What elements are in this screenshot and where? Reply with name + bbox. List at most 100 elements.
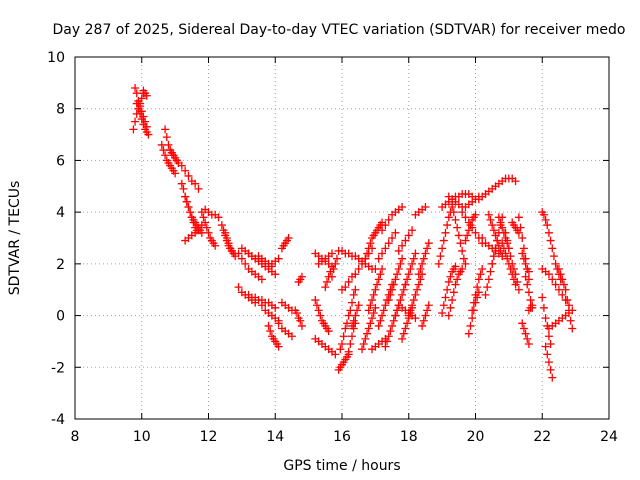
data-point — [558, 290, 567, 299]
data-point — [544, 358, 553, 367]
data-point — [159, 146, 168, 155]
series-seg28 — [291, 306, 306, 330]
data-point — [506, 252, 515, 261]
data-point — [456, 239, 465, 248]
data-point — [222, 234, 231, 242]
data-point — [401, 236, 410, 245]
series-seg32 — [311, 334, 340, 359]
series-seg38 — [338, 246, 363, 263]
data-point — [524, 288, 533, 297]
data-point — [414, 270, 423, 279]
data-point — [274, 342, 283, 351]
data-point — [519, 324, 528, 333]
data-point — [378, 249, 387, 258]
data-point — [443, 285, 452, 294]
x-tick-label: 10 — [133, 429, 151, 445]
data-point — [414, 280, 423, 289]
y-tick-label: -4 — [51, 412, 65, 428]
tick-marks — [74, 56, 610, 420]
data-point — [538, 293, 547, 302]
data-point — [446, 303, 455, 312]
data-point — [403, 319, 412, 328]
data-point — [171, 169, 180, 178]
series-seg03 — [132, 99, 153, 139]
data-point — [378, 265, 387, 274]
data-point — [448, 200, 457, 209]
data-point — [471, 228, 480, 237]
data-point — [381, 342, 390, 351]
data-point — [383, 337, 392, 346]
series-seg57 — [404, 270, 427, 320]
data-point — [179, 184, 188, 193]
data-point — [257, 301, 266, 310]
data-point — [424, 301, 433, 310]
data-point — [464, 226, 473, 235]
data-point — [349, 316, 358, 325]
data-point — [374, 321, 383, 330]
data-point — [191, 179, 200, 188]
series-seg24 — [277, 234, 293, 253]
y-axis-label: SDTVAR / TECUs — [7, 181, 23, 296]
data-point — [384, 296, 393, 305]
data-point — [366, 239, 375, 248]
data-point — [441, 228, 450, 237]
data-point — [461, 213, 470, 222]
data-point — [551, 259, 560, 268]
data-point — [458, 208, 467, 217]
data-point — [389, 280, 398, 289]
data-point — [411, 249, 420, 258]
data-point — [398, 290, 407, 299]
series-seg48 — [374, 228, 400, 263]
series-seg84 — [524, 301, 537, 315]
data-point — [224, 239, 233, 248]
data-point — [311, 296, 320, 305]
data-point — [541, 342, 550, 351]
series-seg70 — [468, 265, 487, 315]
data-point — [473, 283, 482, 292]
chart-title: Day 287 of 2025, Sidereal Day-to-day VTE… — [53, 22, 626, 38]
data-point — [322, 277, 331, 286]
data-point — [368, 314, 377, 323]
data-point — [217, 221, 226, 230]
data-point — [376, 270, 385, 279]
data-point — [539, 303, 548, 312]
data-point — [136, 109, 145, 118]
data-point — [514, 228, 523, 237]
data-point — [297, 321, 306, 330]
data-point — [184, 171, 193, 180]
data-point — [439, 301, 448, 310]
data-point — [488, 221, 497, 230]
data-point — [449, 288, 458, 297]
data-point — [411, 290, 420, 299]
data-point — [498, 223, 507, 232]
data-point — [444, 311, 453, 320]
series-seg11 — [181, 221, 206, 245]
data-point — [344, 347, 353, 356]
data-point — [321, 283, 330, 292]
data-point — [343, 319, 352, 328]
y-tick-label: 2 — [56, 257, 65, 273]
data-point — [548, 244, 557, 253]
data-point — [274, 319, 283, 328]
data-point — [446, 272, 455, 281]
data-point — [554, 285, 563, 294]
data-point — [368, 296, 377, 305]
data-point — [408, 301, 417, 310]
data-point — [359, 340, 368, 349]
data-point — [381, 301, 390, 310]
data-point — [221, 228, 230, 237]
data-point — [548, 275, 557, 284]
data-point — [331, 350, 340, 359]
data-point — [404, 311, 413, 320]
series-seg35 — [334, 350, 353, 374]
data-point — [411, 314, 420, 323]
series-seg60 — [418, 301, 433, 330]
data-point — [441, 293, 450, 302]
data-point — [287, 332, 296, 341]
data-point — [409, 254, 418, 263]
data-point — [484, 210, 493, 219]
data-point — [493, 236, 502, 245]
data-point — [423, 306, 432, 315]
data-point — [379, 306, 388, 315]
data-point — [332, 254, 341, 263]
